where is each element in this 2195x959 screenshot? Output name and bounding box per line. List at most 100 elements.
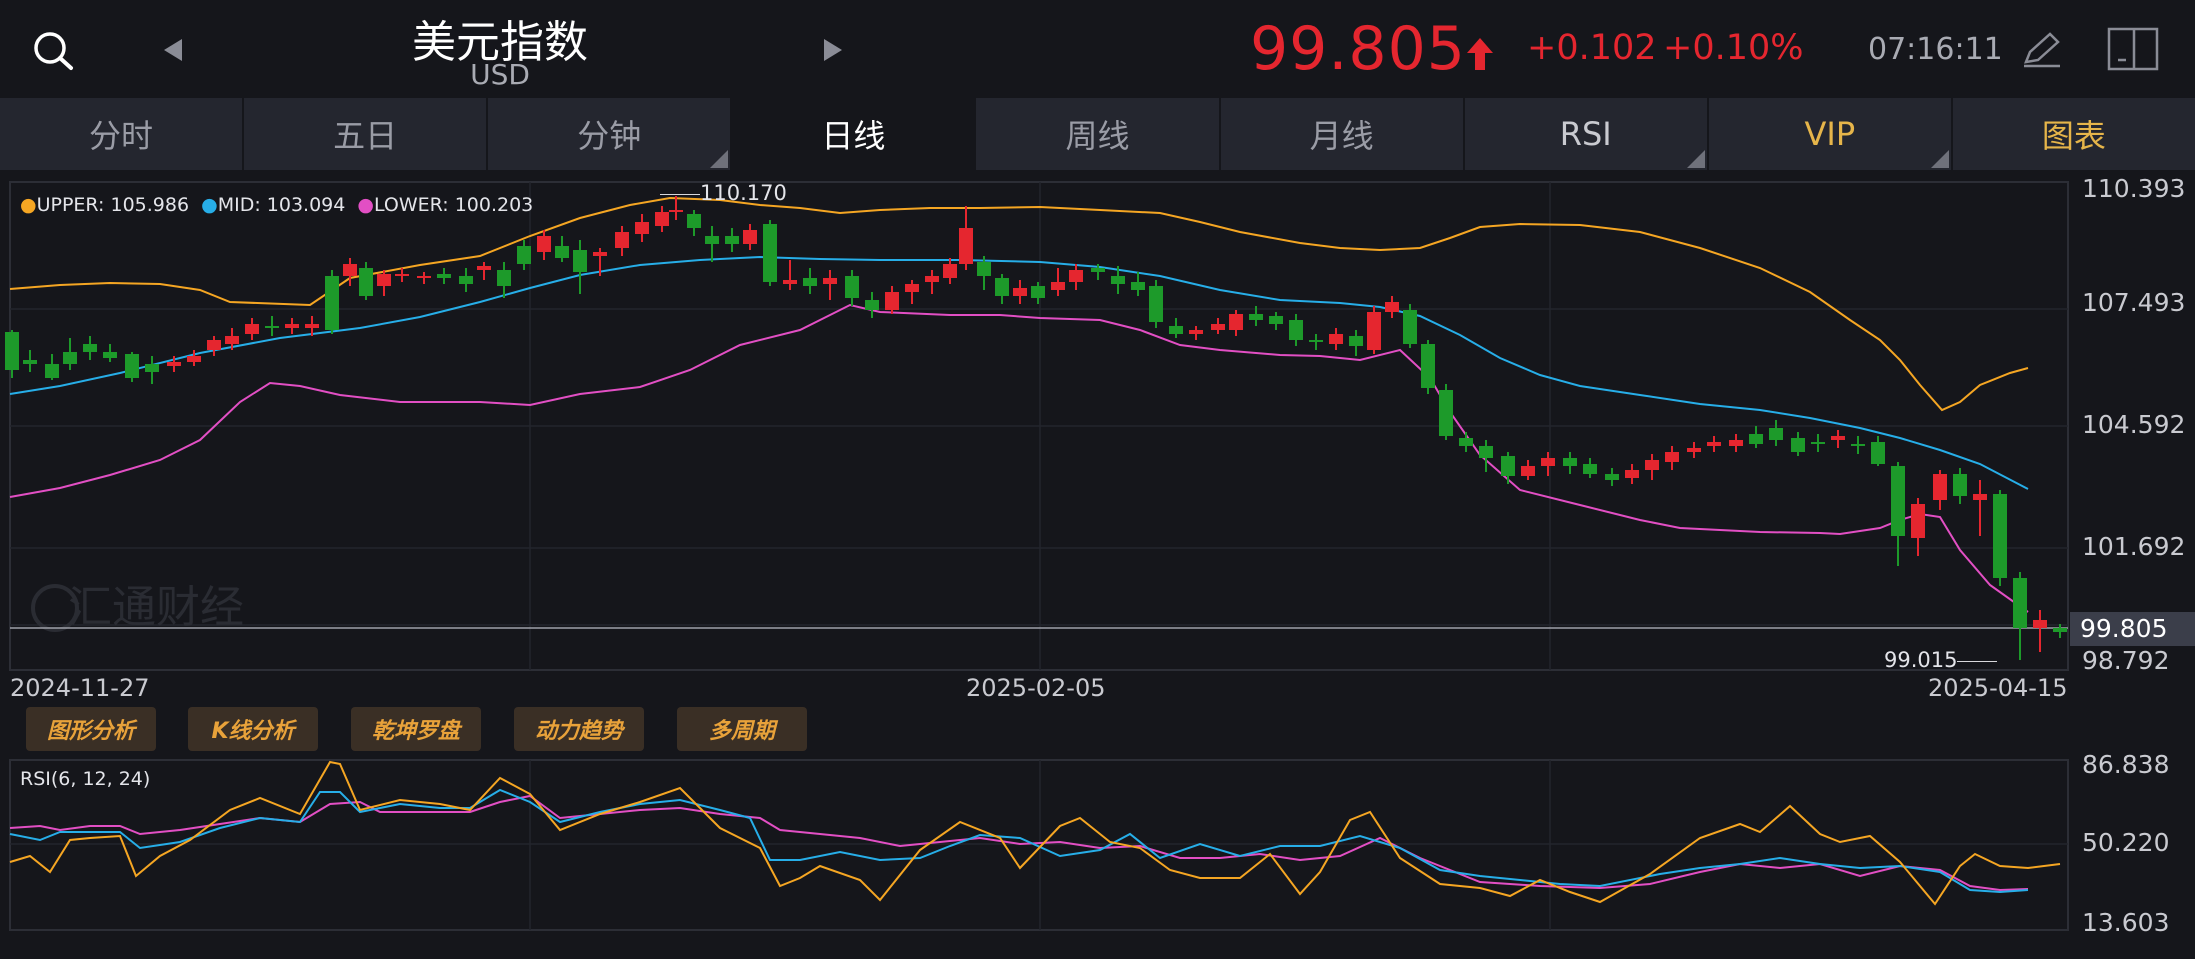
tab-vip[interactable]: VIP — [1709, 98, 1953, 170]
search-icon[interactable] — [30, 28, 78, 72]
candle — [1013, 280, 1027, 304]
tab-daily[interactable]: 日线 — [732, 98, 977, 170]
instrument-title: 美元指数 — [412, 17, 588, 68]
tab-charts[interactable]: 图表 — [1953, 98, 2195, 170]
candlestick-chart[interactable]: 汇通财经 — [0, 170, 2195, 710]
instrument-code: USD — [470, 58, 530, 91]
candle — [1169, 318, 1183, 338]
x-tick: 2024-11-27 — [10, 674, 150, 702]
rsi-12-line — [9, 788, 2029, 894]
watermark-logo-icon — [31, 584, 79, 632]
tab-label: 五日 — [333, 117, 398, 155]
candle — [1729, 434, 1743, 452]
x-tick: 2025-02-05 — [966, 674, 1106, 702]
candle — [995, 274, 1009, 304]
candle — [725, 228, 739, 252]
tab-label: 分时 — [89, 117, 154, 155]
candle — [497, 262, 511, 298]
bollinger-legend: ●UPPER: 105.986 ●MID: 103.094 ●LOWER: 10… — [20, 194, 533, 216]
candle — [417, 272, 431, 284]
low-marker: 99.015 — [1884, 648, 1998, 672]
prev-arrow-icon[interactable] — [160, 37, 186, 63]
candle — [1479, 440, 1493, 472]
legend-lower: LOWER: 100.203 — [373, 194, 534, 216]
candle — [1367, 306, 1381, 354]
candle — [1769, 420, 1783, 446]
candle — [925, 270, 939, 294]
rsi-y-tick: 50.220 — [2082, 828, 2170, 857]
tab-monthly[interactable]: 月线 — [1221, 98, 1465, 170]
candle — [1707, 436, 1721, 452]
tab-label: 周线 — [1065, 117, 1130, 155]
candle — [1521, 460, 1535, 480]
header-bar: 美元指数 USD 99.805 +0.102 +0.10% 07:16:11 — [0, 0, 2195, 98]
candle — [437, 268, 451, 284]
dropdown-corner-icon — [1686, 150, 1705, 168]
candle — [1625, 464, 1639, 484]
rsi-6-line — [9, 760, 2061, 906]
candle — [905, 280, 919, 304]
tab-intraday[interactable]: 分时 — [0, 98, 245, 170]
tab-five-day[interactable]: 五日 — [244, 98, 489, 170]
candle — [1211, 318, 1225, 334]
dropdown-corner-icon — [710, 150, 729, 168]
quote-time: 07:16:11 — [1868, 32, 2003, 67]
candle — [1933, 470, 1947, 510]
tab-rsi[interactable]: RSI — [1465, 98, 1709, 170]
tool-kline-analysis-button[interactable]: K线分析 — [188, 707, 318, 751]
candle — [845, 270, 859, 306]
candle — [1131, 272, 1145, 296]
candle — [207, 336, 221, 356]
tool-momentum-button[interactable]: 动力趋势 — [514, 707, 644, 751]
candles-layer — [5, 196, 2067, 660]
candle — [459, 268, 473, 292]
candle — [1439, 384, 1453, 440]
high-label: 110.170 — [700, 181, 787, 205]
rsi-y-tick: 86.838 — [2082, 750, 2170, 779]
candle — [125, 352, 139, 382]
candle — [23, 350, 37, 372]
candle — [655, 206, 669, 232]
tab-minute[interactable]: 分钟 — [488, 98, 733, 170]
candle — [285, 318, 299, 334]
candle — [743, 224, 757, 250]
tab-weekly[interactable]: 周线 — [976, 98, 1221, 170]
rsi-chart[interactable] — [0, 755, 2195, 959]
boll-mid-line — [9, 255, 2029, 490]
candle — [763, 220, 777, 286]
candle — [537, 230, 551, 260]
tool-label: 多周期 — [708, 719, 775, 744]
tab-label: 图表 — [2041, 117, 2106, 155]
candle — [615, 226, 629, 256]
tab-label: 分钟 — [577, 117, 642, 155]
legend-dot-icon: ● — [357, 194, 374, 216]
layout-icon[interactable] — [2106, 26, 2160, 72]
y-tick: 98.792 — [2082, 646, 2170, 675]
candle — [1871, 436, 1885, 466]
candle — [477, 262, 491, 280]
candle — [305, 316, 319, 336]
next-arrow-icon[interactable] — [820, 37, 846, 63]
price-change: +0.102 — [1527, 28, 1657, 68]
period-tabs: 分时 五日 分钟 日线 周线 月线 RSI VIP 图表 — [0, 98, 2195, 170]
legend-mid: MID: 103.094 — [217, 194, 346, 216]
pen-icon[interactable] — [2020, 30, 2064, 70]
y-tick: 110.393 — [2082, 174, 2186, 203]
candle — [63, 338, 77, 370]
candle — [1645, 454, 1659, 480]
tool-graphic-analysis-button[interactable]: 图形分析 — [26, 707, 156, 751]
candle — [1687, 442, 1701, 458]
last-price: 99.805 — [1250, 14, 1466, 84]
candle — [167, 356, 181, 372]
tool-multi-period-button[interactable]: 多周期 — [677, 707, 807, 751]
candle — [1149, 280, 1163, 328]
tool-compass-button[interactable]: 乾坤罗盘 — [351, 707, 481, 751]
candle — [865, 292, 879, 318]
candle — [1563, 452, 1577, 474]
candle — [145, 356, 159, 384]
candle — [1583, 458, 1597, 478]
up-arrow-icon — [1467, 38, 1493, 70]
candle — [1791, 432, 1805, 456]
candle — [1091, 264, 1105, 280]
candle — [1403, 304, 1417, 348]
